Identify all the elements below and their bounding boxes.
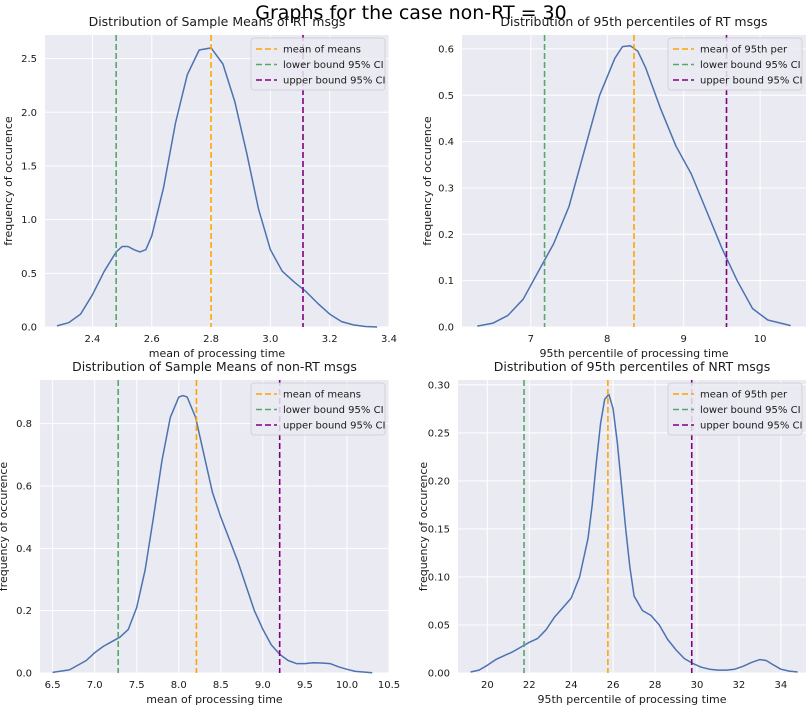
panel-3-y-tick-label: 0.0 xyxy=(16,669,32,680)
panel-4-y-tick-label: 0.00 xyxy=(428,669,450,680)
panel-3-y-tick-label: 0.4 xyxy=(16,544,32,555)
panel-3-x-tick-label: 7.5 xyxy=(129,680,145,691)
panel-4-y-axis-label: frequency of occurence xyxy=(417,462,430,592)
panel-1-x-tick-label: 3.2 xyxy=(322,334,338,345)
panel-3-x-tick-label: 7.0 xyxy=(87,680,103,691)
panel-3-x-tick-label: 6.5 xyxy=(45,680,61,691)
panel-2-y-tick-label: 0.5 xyxy=(438,91,454,102)
panel-4-legend: mean of 95th per lower bound 95% CI upper … xyxy=(667,382,803,436)
panel-3-y-tick-label: 0.2 xyxy=(16,606,32,617)
panel-2-density-line xyxy=(477,44,791,327)
panel-3-y-tick-label: 0.6 xyxy=(16,481,32,492)
panel-4-x-tick-label: 22 xyxy=(523,680,536,691)
panel-2-x-tick-label: 9 xyxy=(681,334,687,345)
panel-3-x-tick-label: 8.5 xyxy=(213,680,229,691)
panel-1-legend-label: lower bound 95% CI xyxy=(283,60,384,71)
panel-2-y-tick-label: 0.4 xyxy=(438,137,454,148)
panel-4-x-tick-label: 30 xyxy=(691,680,704,691)
panel-4-y-tick-label: 0.30 xyxy=(428,380,450,391)
panel-2-y-tick-label: 0.3 xyxy=(438,183,454,194)
figure-suptitle: Graphs for the case non-RT = 30 xyxy=(255,2,567,24)
panel-1-y-axis-label: frequency of occurence xyxy=(2,116,15,246)
panel-1-x-tick-label: 2.4 xyxy=(84,334,100,345)
panel-4-legend-label: lower bound 95% CI xyxy=(700,405,801,416)
panel-2-legend: mean of 95th per lower bound 95% CI upper … xyxy=(667,37,803,91)
panel-3-density-line xyxy=(52,394,373,674)
panel-2-title: Distribution of 95th percentiles of RT m… xyxy=(500,14,767,29)
panel-4-legend-box xyxy=(667,382,803,436)
panel-1-y-tick-label: 1.5 xyxy=(21,161,37,172)
panel-3-y-axis-label: frequency of occurence xyxy=(0,462,10,592)
panel-1-x-tick-label: 3.4 xyxy=(381,334,397,345)
panel-1-y-tick-label: 2.5 xyxy=(21,54,37,65)
panel-3-legend: mean of means lower bound 95% CI upper bou… xyxy=(250,382,386,436)
panel-4-y-tick-label: 0.15 xyxy=(428,524,450,535)
panel-2: 7 8 9 10 0.0 0.1 0.2 0.3 0.4 0.5 0.6 mean of 95th p… xyxy=(421,14,806,360)
panel-2-y-axis-label: frequency of occurence xyxy=(421,116,434,246)
panel-4-x-tick-label: 24 xyxy=(565,680,578,691)
panel-2-legend-box xyxy=(667,37,803,91)
panel-4-x-tick-label: 32 xyxy=(733,680,746,691)
panel-1-x-axis-label: mean of processing time xyxy=(149,347,286,360)
panel-2-y-tick-label: 0.6 xyxy=(438,44,454,55)
panel-4-x-tick-label: 28 xyxy=(649,680,662,691)
panel-4-title: Distribution of 95th percentiles of NRT … xyxy=(494,359,771,374)
panel-3: 6.5 7.0 7.5 8.0 8.5 9.0 9.5 10.0 10.5 0.0 0.2 0.4 0.… xyxy=(0,359,400,706)
panel-1: 2.4 2.6 2.8 3.0 3.2 3.4 0.0 0.5 1.0 1.5 2.0 2.5 mean… xyxy=(2,14,397,360)
panel-4-y-tick-label: 0.05 xyxy=(428,620,450,631)
panel-2-x-axis-label: 95th percentile of processing time xyxy=(539,347,728,360)
panel-2-y-tick-label: 0.2 xyxy=(438,230,454,241)
panel-1-x-tick-label: 2.6 xyxy=(144,334,160,345)
panel-2-x-tick-label: 8 xyxy=(604,334,610,345)
panel-2-x-tick-label: 7 xyxy=(528,334,534,345)
panel-3-x-tick-label: 8.0 xyxy=(171,680,187,691)
panel-4-x-axis-label: 95th percentile of processing time xyxy=(537,693,726,706)
panel-1-legend-label: upper bound 95% CI xyxy=(283,76,385,87)
panel-1-x-tick-label: 2.8 xyxy=(203,334,219,345)
panel-2-legend-label: mean of 95th per xyxy=(700,45,788,56)
panel-1-legend: mean of means lower bound 95% CI upper bou… xyxy=(250,37,386,91)
panel-3-legend-label: lower bound 95% CI xyxy=(283,405,384,416)
panel-1-title: Distribution of Sample Means of RT msgs xyxy=(89,14,346,29)
panel-3-title: Distribution of Sample Means of non-RT m… xyxy=(72,359,357,374)
panel-3-x-tick-label: 10.5 xyxy=(378,680,400,691)
panel-1-legend-box xyxy=(250,37,386,91)
panel-1-x-tick-label: 3.0 xyxy=(262,334,278,345)
panel-4-y-tick-label: 0.10 xyxy=(428,572,450,583)
panel-2-legend-label: upper bound 95% CI xyxy=(700,76,802,87)
panel-3-legend-label: mean of means xyxy=(283,390,361,401)
panel-4-y-tick-label: 0.25 xyxy=(428,428,450,439)
panel-1-y-tick-label: 0.5 xyxy=(21,269,37,280)
panel-2-y-tick-label: 0.1 xyxy=(438,276,454,287)
panel-3-x-axis-label: mean of processing time xyxy=(146,693,283,706)
panel-4-legend-label: upper bound 95% CI xyxy=(700,421,802,432)
panel-1-y-tick-label: 0.0 xyxy=(21,323,37,334)
panel-3-x-tick-label: 9.5 xyxy=(297,680,313,691)
panel-4-density-line xyxy=(470,393,798,673)
panel-4: 20 22 24 26 28 30 32 34 0.00 0.05 0.10 0.15 0.20 0.25… xyxy=(417,359,806,706)
panel-1-y-tick-label: 1.0 xyxy=(21,215,37,226)
panel-1-legend-label: mean of means xyxy=(283,45,361,56)
panel-4-x-tick-label: 20 xyxy=(481,680,494,691)
panel-3-legend-label: upper bound 95% CI xyxy=(283,421,385,432)
panel-4-y-tick-label: 0.20 xyxy=(428,476,450,487)
panel-4-legend-label: mean of 95th per xyxy=(700,390,788,401)
panel-3-x-tick-label: 9.0 xyxy=(255,680,271,691)
panel-1-y-tick-label: 2.0 xyxy=(21,108,37,119)
panel-3-y-tick-label: 0.8 xyxy=(16,419,32,430)
panel-2-legend-label: lower bound 95% CI xyxy=(700,60,801,71)
panel-4-x-tick-label: 26 xyxy=(607,680,620,691)
panel-2-x-tick-label: 10 xyxy=(754,334,767,345)
panel-3-x-tick-label: 10.0 xyxy=(336,680,358,691)
panel-2-y-tick-label: 0.0 xyxy=(438,323,454,334)
panel-4-x-tick-label: 34 xyxy=(774,680,787,691)
panel-3-legend-box xyxy=(250,382,386,436)
